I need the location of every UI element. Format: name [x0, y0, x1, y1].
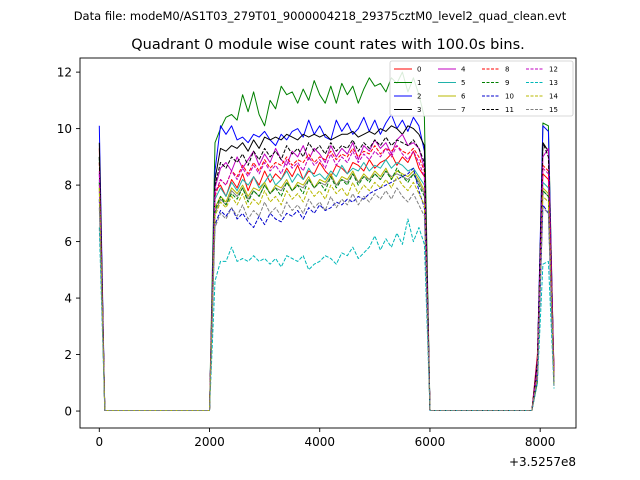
axes-frame	[79, 57, 577, 429]
legend-label-9: 9	[505, 79, 509, 87]
legend-label-8: 8	[505, 66, 509, 74]
y-tick-label: 6	[64, 235, 72, 249]
x-tick-label: 4000	[304, 435, 335, 449]
x-tick-label: 6000	[415, 435, 446, 449]
y-tick-label: 8	[64, 179, 72, 193]
series-line-9	[98, 167, 555, 411]
y-tick-label: 4	[64, 292, 72, 306]
series-line-8	[98, 145, 555, 411]
legend-label-15: 15	[549, 106, 558, 114]
series-line-2	[98, 114, 555, 411]
plot-area	[80, 58, 576, 428]
figure-suptitle: Data file: modeM0/AS1T03_279T01_90000042…	[74, 9, 567, 23]
series-line-5	[98, 159, 555, 411]
legend-label-2: 2	[417, 93, 421, 101]
legend-label-0: 0	[417, 66, 421, 74]
legend-label-1: 1	[417, 79, 421, 87]
series-line-10	[98, 167, 555, 411]
legend-label-12: 12	[549, 66, 558, 74]
x-tick-label: 8000	[525, 435, 556, 449]
series-line-13	[98, 218, 555, 411]
y-tick-label: 0	[64, 405, 72, 419]
legend-label-7: 7	[461, 106, 465, 114]
legend-label-14: 14	[549, 93, 558, 101]
legend-label-5: 5	[461, 79, 465, 87]
y-tick-label: 10	[57, 122, 72, 136]
y-tick-label: 12	[57, 66, 72, 80]
series-line-14	[98, 176, 555, 411]
legend-label-3: 3	[417, 106, 421, 114]
legend-label-10: 10	[505, 93, 514, 101]
x-offset-label: +3.5257e8	[509, 455, 576, 469]
series-line-15	[98, 187, 555, 411]
legend-label-11: 11	[505, 106, 514, 114]
y-tick-label: 2	[64, 348, 72, 362]
series-line-12	[98, 145, 555, 411]
legend-box	[389, 60, 574, 117]
legend-label-13: 13	[549, 79, 558, 87]
legend-label-6: 6	[461, 93, 466, 101]
x-tick-label: 2000	[194, 435, 225, 449]
legend-label-4: 4	[461, 66, 466, 74]
chart-title: Quadrant 0 module wise count rates with …	[131, 37, 525, 53]
series-line-3	[98, 125, 555, 411]
series-layer	[98, 71, 555, 411]
x-tick-label: 0	[95, 435, 103, 449]
series-line-11	[98, 136, 555, 411]
